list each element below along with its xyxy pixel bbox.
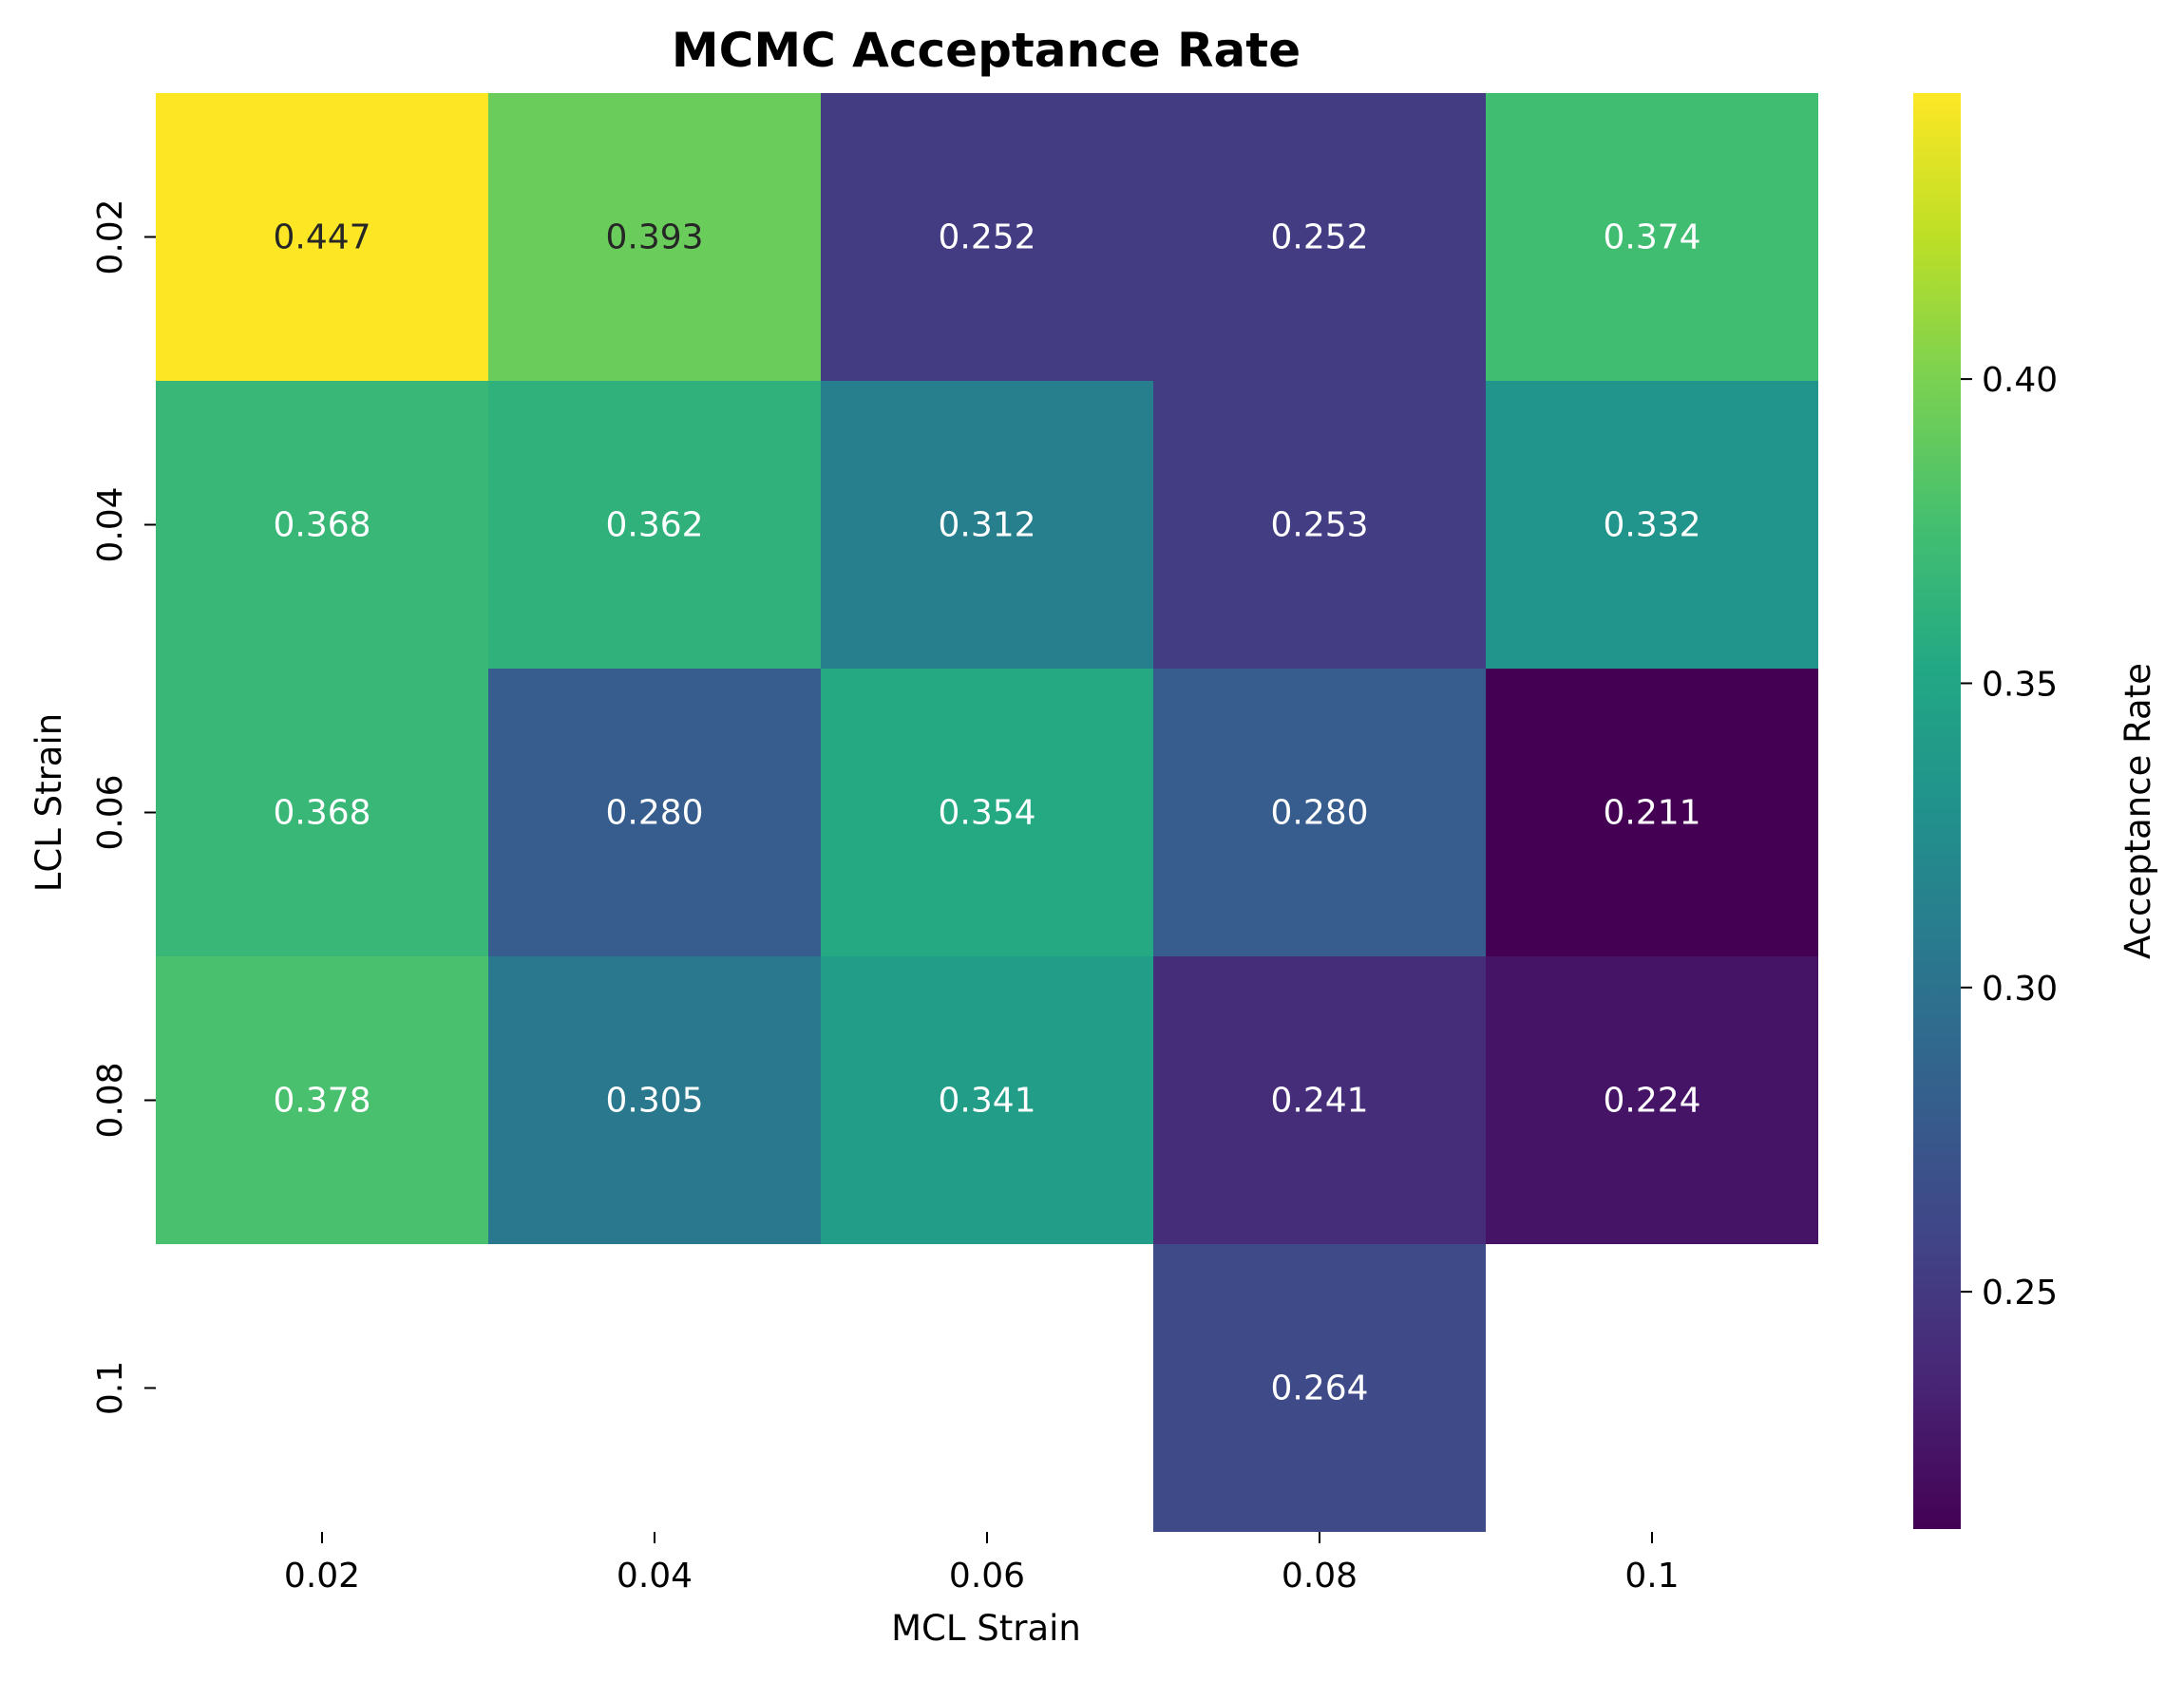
heatmap-cell bbox=[1153, 669, 1486, 956]
y-tick-label: 0.06 bbox=[91, 774, 130, 850]
cell-value-label: 0.264 bbox=[1270, 1369, 1368, 1408]
y-tick-label: 0.08 bbox=[91, 1062, 130, 1138]
heatmap-cell bbox=[1486, 956, 1818, 1244]
cell-value-label: 0.312 bbox=[938, 506, 1035, 545]
cell-value-label: 0.332 bbox=[1603, 506, 1700, 545]
heatmap-cell bbox=[488, 93, 821, 381]
cell-value-label: 0.252 bbox=[938, 218, 1035, 257]
heatmap-cell bbox=[156, 956, 488, 1244]
y-tick-label: 0.04 bbox=[91, 486, 130, 562]
y-axis-label: LCL Strain bbox=[28, 713, 69, 892]
cell-value-label: 0.224 bbox=[1603, 1082, 1700, 1121]
cell-value-label: 0.253 bbox=[1270, 506, 1368, 545]
heatmap-cell bbox=[821, 381, 1153, 669]
x-tick-label: 0.02 bbox=[284, 1557, 360, 1596]
cell-value-label: 0.374 bbox=[1603, 218, 1700, 257]
heatmap-cell bbox=[821, 93, 1153, 381]
heatmap-cell bbox=[1153, 93, 1486, 381]
cell-value-label: 0.280 bbox=[605, 794, 703, 833]
chart-title: MCMC Acceptance Rate bbox=[672, 23, 1301, 78]
cell-value-label: 0.447 bbox=[273, 218, 370, 257]
heatmap-cell bbox=[821, 669, 1153, 956]
x-tick-label: 0.1 bbox=[1624, 1557, 1679, 1596]
heatmap-cells: 0.447 0.393 0.252 0.252 0.374 0.368 0.362 0.312… bbox=[156, 93, 1818, 1532]
colorbar-label: Acceptance Rate bbox=[2118, 663, 2158, 959]
x-tick-label: 0.08 bbox=[1282, 1557, 1358, 1596]
x-tick-label: 0.04 bbox=[617, 1557, 693, 1596]
cell-value-label: 0.241 bbox=[1270, 1082, 1368, 1121]
cell-value-label: 0.252 bbox=[1270, 218, 1368, 257]
colorbar-ticks: 0.25 0.30 0.35 0.40 bbox=[1961, 361, 2058, 1313]
heatmap-cell bbox=[488, 381, 821, 669]
heatmap-cell bbox=[1153, 956, 1486, 1244]
heatmap-cell bbox=[821, 956, 1153, 1244]
cell-value-label: 0.211 bbox=[1603, 794, 1700, 833]
cell-value-label: 0.368 bbox=[273, 794, 370, 833]
x-axis: 0.02 0.04 0.06 0.08 0.1 bbox=[284, 1532, 1680, 1596]
heatmap-cell bbox=[156, 93, 488, 381]
heatmap-cell bbox=[488, 669, 821, 956]
heatmap-cell bbox=[1153, 1244, 1486, 1532]
colorbar bbox=[1913, 93, 1961, 1529]
y-axis: 0.02 0.04 0.06 0.08 0.1 bbox=[91, 198, 156, 1415]
x-tick-label: 0.06 bbox=[949, 1557, 1025, 1596]
colorbar-tick-label: 0.40 bbox=[1982, 361, 2058, 400]
cell-value-label: 0.341 bbox=[938, 1082, 1035, 1121]
heatmap-cell bbox=[1486, 381, 1818, 669]
heatmap-cell bbox=[1486, 669, 1818, 956]
cell-value-label: 0.280 bbox=[1270, 794, 1368, 833]
colorbar-tick-label: 0.30 bbox=[1982, 970, 2058, 1009]
cell-value-label: 0.393 bbox=[605, 218, 703, 257]
heatmap-cell bbox=[1486, 93, 1818, 381]
colorbar-tick-label: 0.35 bbox=[1982, 665, 2058, 704]
cell-value-label: 0.368 bbox=[273, 506, 370, 545]
y-tick-label: 0.1 bbox=[91, 1361, 130, 1415]
y-tick-label: 0.02 bbox=[91, 198, 130, 274]
heatmap-cell bbox=[488, 956, 821, 1244]
heatmap-cell bbox=[1153, 381, 1486, 669]
cell-value-label: 0.378 bbox=[273, 1082, 370, 1121]
cell-value-label: 0.354 bbox=[938, 794, 1035, 833]
colorbar-tick-label: 0.25 bbox=[1982, 1274, 2058, 1313]
cell-value-label: 0.305 bbox=[605, 1082, 703, 1121]
heatmap-cell bbox=[156, 381, 488, 669]
cell-value-label: 0.362 bbox=[605, 506, 703, 545]
x-axis-label: MCL Strain bbox=[891, 1608, 1081, 1649]
heatmap-cell bbox=[156, 669, 488, 956]
